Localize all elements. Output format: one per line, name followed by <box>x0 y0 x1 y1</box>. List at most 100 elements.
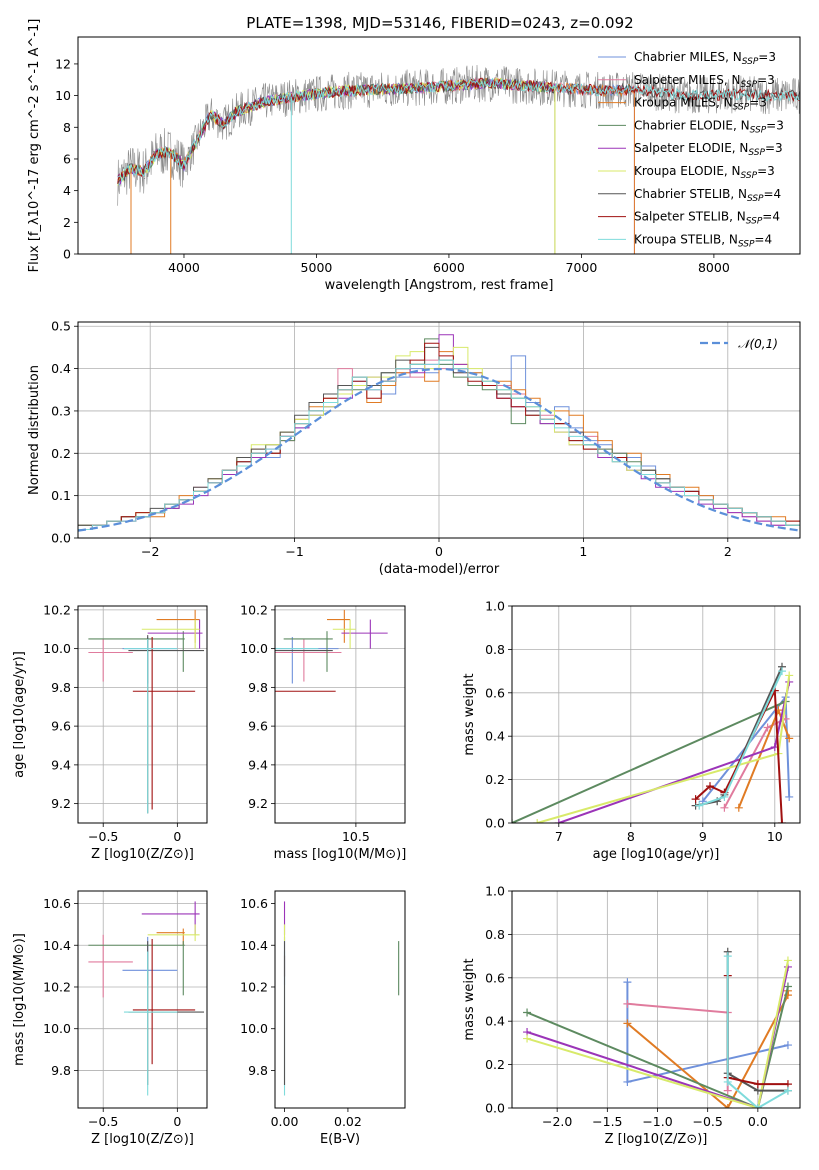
y-axis-label: mass weight <box>462 958 477 1040</box>
x-tick-label: 0.0 <box>748 1114 768 1129</box>
axes-frame <box>77 36 801 255</box>
y-tick-label: 4 <box>63 183 71 198</box>
x-tick-label: 0 <box>173 829 181 844</box>
mass-weight-marker <box>783 982 792 991</box>
mass-weight-line-kroupa_stelib <box>726 956 789 1108</box>
mass-weight-marker <box>723 1086 732 1095</box>
x-axis-label: (data-model)/error <box>379 562 500 577</box>
y-tick-label: 10.4 <box>43 938 71 953</box>
mass-weight-line-chabrier_elodie <box>512 700 787 823</box>
legend-label: Salpeter STELIB, NSSP=4 <box>634 210 780 227</box>
mass-weight-line-kroupa_elodie <box>536 675 791 823</box>
figure-title: PLATE=1398, MJD=53146, FIBERID=0243, z=0… <box>246 14 633 32</box>
x-axis-label: E(B-V) <box>320 1132 360 1147</box>
spectrum-legend: Chabrier MILES, NSSP=3 Salpeter MILES, NS… <box>598 50 784 249</box>
y-tick-label: 0.6 <box>485 685 505 700</box>
mass-weight-marker <box>523 1034 532 1043</box>
mass-weight-marker <box>523 1008 532 1017</box>
legend-label: Kroupa STELIB, NSSP=4 <box>634 232 772 249</box>
massweight_vs_Z-plot-area <box>523 947 792 1108</box>
y-tick-label: 6 <box>63 151 71 166</box>
legend-label: Kroupa ELODIE, NSSP=3 <box>634 164 775 181</box>
y-tick-label: 1.0 <box>485 599 505 614</box>
y-tick-label: 2 <box>63 215 71 230</box>
x-tick-label: −0.5 <box>88 1114 118 1129</box>
y-tick-label: 0.2 <box>51 446 71 461</box>
x-axis-label: mass [log10(M/M⊙)] <box>274 847 407 862</box>
y-tick-label: 10.6 <box>240 896 268 911</box>
x-tick-label: 4000 <box>168 260 200 275</box>
legend-label: Chabrier ELODIE, NSSP=3 <box>634 118 784 135</box>
mass_vs_Z-panel: −0.5 0 9.8 10.0 10.2 10.4 10.6 Z [log10(Z/Z⊙)] m… <box>12 890 208 1147</box>
y-tick-label: 9.8 <box>248 1063 268 1078</box>
y-tick-label: 8 <box>63 120 71 135</box>
axes-frame <box>77 890 208 1109</box>
mass-weight-marker <box>753 1104 762 1108</box>
x-axis-label: age [log10(age/yr)] <box>593 847 720 862</box>
residuals-plot-area <box>78 334 800 538</box>
y-tick-label: 0.8 <box>485 642 505 657</box>
x-axis-label: Z [log10(Z/Z⊙)] <box>91 1132 194 1147</box>
axes-frame <box>511 890 801 1109</box>
y-tick-label: 10.2 <box>43 979 71 994</box>
y-tick-label: 10.2 <box>43 602 71 617</box>
x-tick-label: 0 <box>173 1114 181 1129</box>
y-tick-label: 0.3 <box>51 403 71 418</box>
y-tick-label: 10 <box>55 88 71 103</box>
x-tick-label: 7 <box>555 829 563 844</box>
mass-weight-marker <box>785 734 794 743</box>
axes-frame <box>77 321 801 539</box>
y-tick-label: 0.5 <box>51 319 71 334</box>
y-tick-label: 0.2 <box>485 772 505 787</box>
x-tick-label: −1.0 <box>642 1114 672 1129</box>
x-tick-label: 10 <box>767 829 783 844</box>
x-tick-label: 0 <box>435 544 443 559</box>
mass-weight-line-kroupa_stelib <box>698 670 783 807</box>
y-axis-label: Normed distribution <box>27 365 42 495</box>
y-tick-label: 0.4 <box>485 729 505 744</box>
x-tick-label: −2.0 <box>542 1114 572 1129</box>
mass-weight-marker <box>623 1077 632 1086</box>
y-tick-label: 10.0 <box>240 1021 268 1036</box>
y-axis-label: Flux [f_λ10^-17 erg cm^-2 s^-1 A^-1] <box>27 19 42 273</box>
histogram-kroupa_stelib <box>78 359 800 538</box>
y-axis-label: mass weight <box>462 673 477 755</box>
mass-weight-marker <box>720 803 729 812</box>
y-tick-label: 0.6 <box>485 970 505 985</box>
y-tick-label: 0.2 <box>485 1057 505 1072</box>
y-tick-label: 9.8 <box>51 1063 71 1078</box>
legend-label: Chabrier STELIB, NSSP=4 <box>634 187 781 204</box>
legend-label: Chabrier MILES, NSSP=3 <box>634 50 776 67</box>
residual-legend: 𝒩(0,1) <box>700 337 778 351</box>
age_vs_Z-plot-area <box>88 609 205 814</box>
mass-weight-marker <box>695 801 704 810</box>
mass_vs_Z-plot-area <box>88 901 205 1096</box>
spectrum-plot-area <box>117 64 800 254</box>
age_vs_mass-plot-area <box>275 609 388 692</box>
mass_vs_ebv-plot-area <box>283 901 400 1096</box>
massweight_vs_age-panel: 7 8 9 10 0.0 0.2 0.4 0.6 0.8 1.0 age [log10(age/yr… <box>462 599 801 862</box>
y-tick-label: 0.8 <box>485 927 505 942</box>
mass-weight-marker <box>723 1104 732 1108</box>
x-axis-label: Z [log10(Z/Z⊙)] <box>91 847 194 862</box>
model-spectrum-kroupa_stelib <box>117 77 800 183</box>
y-tick-label: 0.4 <box>485 1014 505 1029</box>
axes-frame <box>274 890 406 1109</box>
y-tick-label: 9.2 <box>248 796 268 811</box>
residuals-panel: −2 −1 0 1 2 0.0 0.1 0.2 0.3 0.4 0.5 (data-model)/er… <box>27 319 801 577</box>
mass-weight-marker <box>734 803 743 812</box>
mass-weight-marker <box>783 956 792 965</box>
x-tick-label: 8000 <box>698 260 730 275</box>
x-tick-label: 1 <box>579 544 587 559</box>
age_vs_Z-panel: −0.5 0 9.2 9.4 9.6 9.8 10.0 10.2 Z [log10(Z/Z⊙)]… <box>12 602 208 862</box>
y-tick-label: 9.4 <box>248 757 268 772</box>
axes-frame <box>77 605 208 824</box>
mass-weight-marker <box>785 792 794 801</box>
y-tick-label: 10.0 <box>43 1021 71 1036</box>
model-spectrum-chabrier_miles <box>117 78 635 254</box>
mass-weight-marker <box>723 1077 732 1086</box>
mass-weight-marker <box>623 978 632 987</box>
massweight_vs_Z-panel: −2.0 −1.5 −1.0 −0.5 0.0 0.0 0.2 0.4 0.6 0.8 1.0 Z [… <box>462 884 801 1147</box>
y-tick-label: 0.1 <box>51 488 71 503</box>
